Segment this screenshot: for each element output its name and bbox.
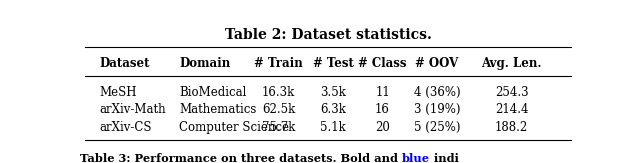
Text: 3 (19%): 3 (19%) <box>414 104 460 116</box>
Text: 20: 20 <box>375 121 390 134</box>
Text: MeSH: MeSH <box>100 86 138 99</box>
Text: 214.4: 214.4 <box>495 104 528 116</box>
Text: 6.3k: 6.3k <box>320 104 346 116</box>
Text: indi: indi <box>430 153 459 163</box>
Text: arXiv-Math: arXiv-Math <box>100 104 166 116</box>
Text: # Test: # Test <box>312 57 353 70</box>
Text: 62.5k: 62.5k <box>262 104 295 116</box>
Text: 11: 11 <box>375 86 390 99</box>
Text: 16.3k: 16.3k <box>262 86 295 99</box>
Text: Table 3: Performance on three datasets. Bold and: Table 3: Performance on three datasets. … <box>80 153 402 163</box>
Text: Dataset: Dataset <box>100 57 150 70</box>
Text: 254.3: 254.3 <box>495 86 529 99</box>
Text: Domain: Domain <box>179 57 230 70</box>
Text: 3.5k: 3.5k <box>320 86 346 99</box>
Text: blue: blue <box>402 153 430 163</box>
Text: 188.2: 188.2 <box>495 121 528 134</box>
Text: BioMedical: BioMedical <box>179 86 246 99</box>
Text: # Train: # Train <box>254 57 303 70</box>
Text: Table 2: Dataset statistics.: Table 2: Dataset statistics. <box>225 28 431 42</box>
Text: 4 (36%): 4 (36%) <box>414 86 460 99</box>
Text: Mathematics: Mathematics <box>179 104 257 116</box>
Text: Computer Science: Computer Science <box>179 121 289 134</box>
Text: Avg. Len.: Avg. Len. <box>481 57 542 70</box>
Text: # OOV: # OOV <box>415 57 459 70</box>
Text: 75.7k: 75.7k <box>262 121 295 134</box>
Text: 16: 16 <box>375 104 390 116</box>
Text: # Class: # Class <box>358 57 407 70</box>
Text: 5 (25%): 5 (25%) <box>414 121 460 134</box>
Text: arXiv-CS: arXiv-CS <box>100 121 152 134</box>
Text: 5.1k: 5.1k <box>320 121 346 134</box>
